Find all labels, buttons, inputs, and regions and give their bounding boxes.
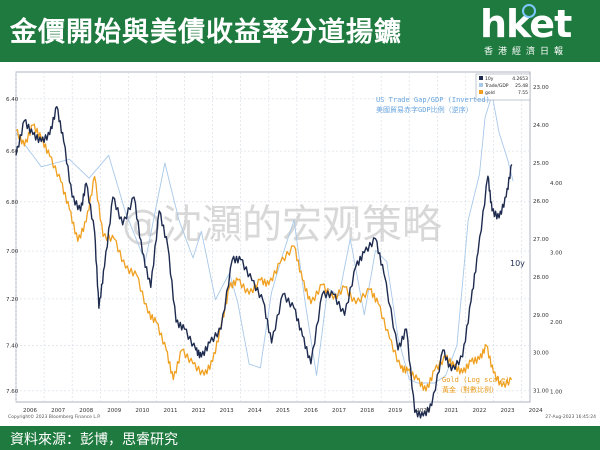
right-gap-tick-label: 26.00 [533, 199, 549, 205]
legend-swatch [479, 83, 483, 87]
series-line-gold [15, 123, 513, 392]
right-gap-tick-label: 27.00 [533, 237, 549, 243]
series-line-10y [15, 106, 513, 419]
x-tick-label: 2019 [388, 408, 402, 414]
x-tick-label: 2023 [501, 408, 515, 414]
page-title: 金價開始與美債收益率分道揚鑣 [10, 17, 402, 48]
x-tick-label: 2007 [51, 408, 65, 414]
left-tick-label: 6.40 [6, 97, 19, 103]
gold-annotation-title: Gold (Log scale) [442, 376, 509, 384]
left-tick-label: 7.00 [6, 249, 19, 255]
x-tick-label: 2022 [472, 408, 486, 414]
legend-swatch [479, 90, 483, 94]
x-tick-label: 2013 [220, 408, 234, 414]
legend-swatch [479, 76, 483, 80]
x-tick-label: 2024 [529, 408, 543, 414]
x-axis: 2006 2007 2008 2009 2010 2011 2012 2013 2014 2015… [23, 408, 543, 414]
right-gap-tick-label: 23.00 [533, 85, 549, 91]
chart-area: @沈灝的宏观策略 6.40 6.60 6.80 7.00 7.20 7.40 7.60 4.… [2, 66, 598, 424]
logo-subtitle: 香港經濟日報 [484, 47, 569, 57]
header-banner: 金價開始與美債收益率分道揚鑣 hket 香港經濟日報 [0, 0, 600, 62]
left-tick-label: 7.20 [6, 297, 19, 303]
right-gap-tick-label: 30.00 [533, 351, 549, 357]
legend-value: 4.2653 [512, 76, 528, 82]
annotations: US Trade Gap/GDP (Inverted)美國貿易赤字GDP比例（逆… [376, 96, 525, 394]
x-tick-label: 2008 [79, 408, 93, 414]
left-tick-label: 7.60 [6, 389, 19, 395]
left-tick-label: 7.40 [6, 344, 19, 350]
date-stamp: 27-Aug-2023 16:45:24 [545, 414, 596, 420]
yield-annotation: 10y [510, 259, 525, 268]
logo-ring-icon [522, 4, 536, 18]
footer-banner: 資料來源：彭博，思睿研究 [0, 426, 600, 450]
legend-value: 7.55 [518, 90, 528, 96]
gold-annotation-subtitle: 黃金（對數比例） [442, 385, 498, 394]
gap-annotation-title: US Trade Gap/GDP (Inverted) [376, 96, 490, 104]
grid-lines [15, 72, 530, 402]
right-gold-tick-label: 1.00 [550, 390, 563, 396]
right-gap-tick-label: 25.00 [533, 161, 549, 167]
yield-gold-chart: @沈灝的宏观策略 6.40 6.60 6.80 7.00 7.20 7.40 7.60 4.… [2, 66, 598, 424]
right-axis-gold: 4.00 3.00 2.00 1.00 [550, 181, 563, 395]
right-gap-tick-label: 31.00 [533, 389, 549, 395]
legend-value: 25.48 [515, 83, 528, 89]
x-tick-label: 2020 [416, 408, 430, 414]
legend-name: 10y [485, 76, 494, 82]
plot-area [15, 71, 531, 403]
x-tick-label: 2014 [248, 408, 262, 414]
x-tick-label: 2017 [332, 408, 346, 414]
watermark-text: @沈灝的宏观策略 [122, 202, 442, 248]
right-gap-tick-label: 28.00 [533, 275, 549, 281]
right-gold-tick-label: 2.00 [550, 320, 563, 326]
x-tick-label: 2012 [192, 408, 206, 414]
source-note: 資料來源：彭博，思睿研究 [10, 432, 178, 448]
legend-name: gold [485, 90, 495, 96]
legend-name: Trade/GDP [484, 83, 509, 89]
x-tick-label: 2011 [163, 408, 177, 414]
gap-annotation-subtitle: 美國貿易赤字GDP比例（逆序） [376, 105, 473, 114]
right-gap-tick-label: 24.00 [533, 123, 549, 129]
copyright-note: Copyright© 2023 Bloomberg Finance L.P. [8, 413, 101, 420]
right-gold-tick-label: 3.00 [550, 251, 563, 257]
x-tick-label: 2009 [107, 408, 121, 414]
right-gap-tick-label: 29.00 [533, 313, 549, 319]
hket-logo: hket 香港經濟日報 [470, 0, 600, 62]
left-tick-label: 6.60 [6, 149, 19, 155]
x-tick-label: 2015 [276, 408, 290, 414]
left-tick-label: 6.80 [6, 200, 19, 206]
right-axis-gap: 23.00 24.00 25.00 26.00 27.00 28.00 29.00 30.00… [533, 85, 549, 394]
x-tick-label: 2016 [304, 408, 318, 414]
x-tick-label: 2006 [23, 408, 37, 414]
series-layer [15, 94, 514, 419]
x-tick-label: 2021 [444, 408, 458, 414]
x-tick-label: 2018 [360, 408, 374, 414]
left-axis: 6.40 6.60 6.80 7.00 7.20 7.40 7.60 [6, 97, 19, 395]
right-gold-tick-label: 4.00 [550, 181, 563, 187]
series-line-trade-gdp [15, 94, 514, 384]
x-tick-label: 2010 [135, 408, 149, 414]
